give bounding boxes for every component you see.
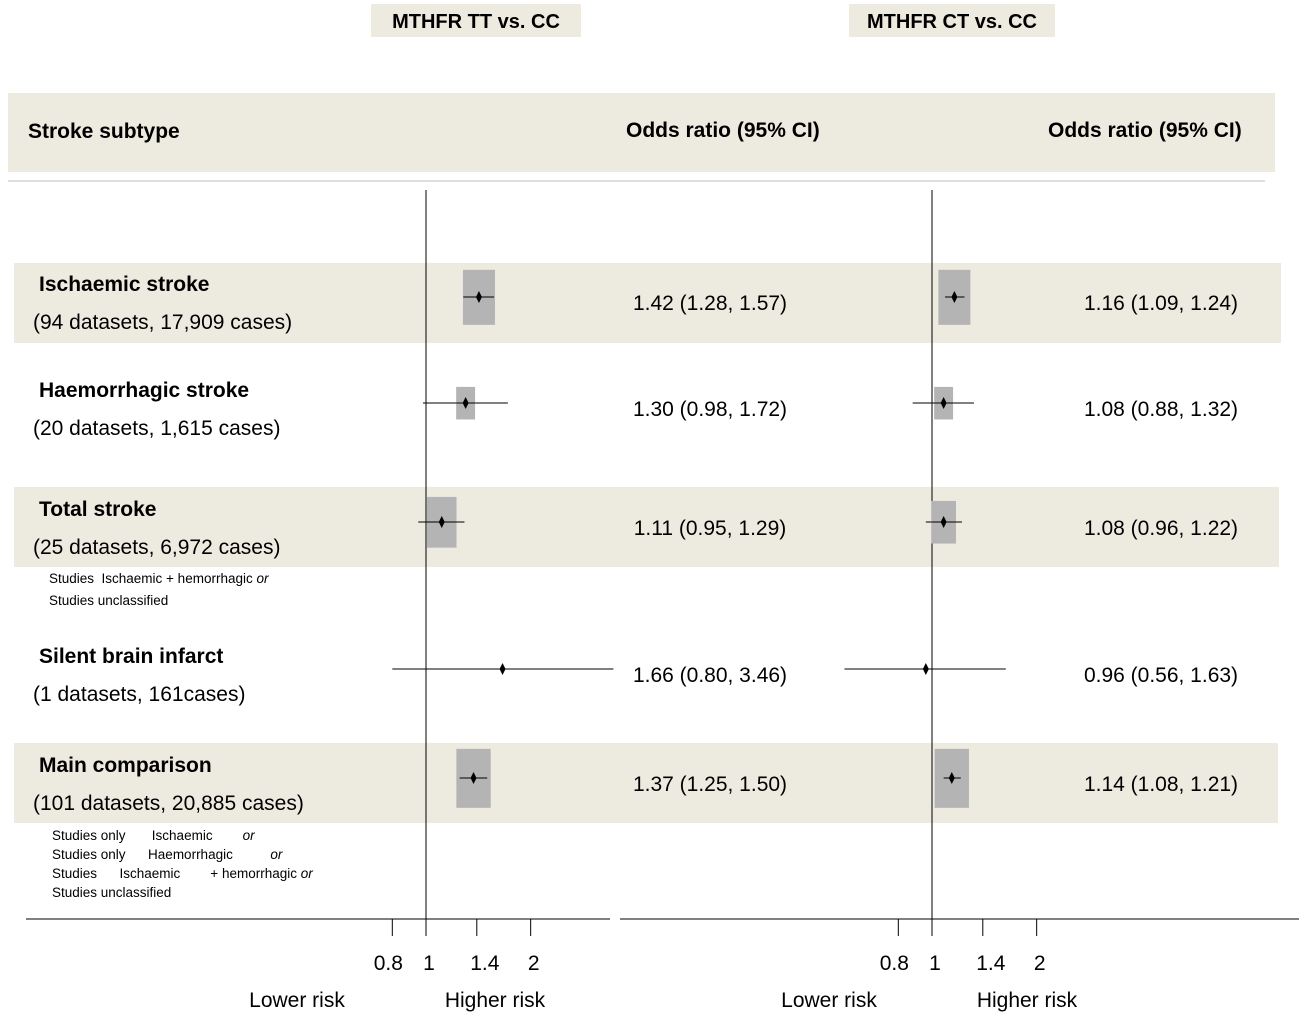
row-note: Studies Ischaemic + hemorrhagic or: [52, 866, 313, 881]
forest-row-1-0: 1.16 (1.09, 1.24): [938, 269, 1238, 325]
higher-risk-label: Higher risk: [445, 989, 546, 1012]
row-note-segment: Studies only Ischaemic: [52, 828, 243, 843]
point-estimate: [438, 516, 445, 528]
row-note-segment: Studies unclassified: [49, 593, 168, 608]
point-estimate: [951, 291, 958, 303]
forest-row-1-2: 1.08 (0.96, 1.22): [925, 500, 1238, 544]
x-tick-label: 1: [929, 952, 941, 975]
header-subtype-label: Stroke subtype: [28, 120, 180, 143]
row-note: Studies unclassified: [49, 593, 168, 608]
row-note-segment: Studies only Haemorrhagic: [52, 847, 270, 862]
row-note-segment: Studies unclassified: [52, 885, 171, 900]
header-or-label-ct: Odds ratio (95% CI): [1048, 119, 1242, 142]
row-note-segment: or: [256, 571, 269, 586]
row-detail: (20 datasets, 1,615 cases): [33, 417, 280, 440]
header-band: [8, 93, 1275, 172]
row-name: Total stroke: [39, 498, 156, 521]
forest-row-0-3: 1.66 (0.80, 3.46): [392, 663, 787, 687]
row-detail: (1 datasets, 161cases): [33, 683, 245, 706]
point-estimate: [940, 397, 947, 409]
or-value-text: 1.42 (1.28, 1.57): [633, 292, 787, 315]
x-tick-label: 1.4: [976, 952, 1006, 975]
row-detail: (25 datasets, 6,972 cases): [33, 536, 280, 559]
row-note: Studies unclassified: [52, 885, 171, 900]
row-note-segment: or: [243, 828, 256, 843]
row-labels: Ischaemic stroke (94 datasets, 17,909 cas…: [33, 273, 313, 900]
or-value-text: 1.08 (0.96, 1.22): [1084, 517, 1238, 540]
point-estimate: [948, 772, 955, 784]
row-name: Main comparison: [39, 754, 212, 777]
row-band: [14, 743, 1278, 823]
point-estimate: [462, 397, 469, 409]
or-value-text: 1.16 (1.09, 1.24): [1084, 292, 1238, 315]
higher-risk-label: Higher risk: [977, 989, 1078, 1012]
panel-title-tt: MTHFR TT vs. CC: [392, 11, 560, 33]
point-estimate: [475, 291, 482, 303]
row-note-segment: or: [270, 847, 283, 862]
row-bands: [14, 263, 1281, 823]
x-axes: 0.8 1 1.4 2 Lower risk Higher risk 0.8 1 1.4 2 Low…: [26, 918, 1299, 1012]
panel-title-ct: MTHFR CT vs. CC: [867, 11, 1037, 33]
row-note: Studies Ischaemic + hemorrhagic or: [49, 571, 269, 586]
or-value-text: 0.96 (0.56, 1.63): [1084, 664, 1238, 687]
lower-risk-label: Lower risk: [249, 989, 345, 1012]
or-value-text: 1.37 (1.25, 1.50): [633, 773, 787, 796]
or-value-text: 1.11 (0.95, 1.29): [634, 517, 787, 540]
x-tick-label: 2: [1034, 952, 1046, 975]
point-estimate: [940, 516, 947, 528]
point-estimate: [499, 663, 506, 675]
panel-title-bg-ct: [849, 4, 1055, 37]
row-band: [14, 263, 1281, 343]
forest-row-1-3: 0.96 (0.56, 1.63): [844, 663, 1238, 687]
x-tick-label: 1: [423, 952, 435, 975]
x-tick-label: 0.8: [374, 952, 403, 975]
row-name: Silent brain infarct: [39, 645, 223, 668]
row-note-segment: Studies Ischaemic + hemorrhagic: [52, 866, 301, 881]
forest-row-0-1: 1.30 (0.98, 1.72): [422, 386, 787, 421]
row-name: Haemorrhagic stroke: [39, 379, 249, 402]
or-value-text: 1.08 (0.88, 1.32): [1084, 398, 1238, 421]
row-note: Studies only Ischaemic or: [52, 828, 255, 843]
point-estimate: [470, 772, 477, 784]
header-or-label-tt: Odds ratio (95% CI): [626, 119, 820, 142]
row-detail: (94 datasets, 17,909 cases): [33, 311, 292, 334]
row-detail: (101 datasets, 20,885 cases): [33, 792, 304, 815]
row-note-segment: or: [301, 866, 314, 881]
forest-row-1-4: 1.14 (1.08, 1.21): [934, 748, 1238, 808]
row-note: Studies only Haemorrhagic or: [52, 847, 283, 862]
lower-risk-label: Lower risk: [781, 989, 877, 1012]
x-tick-label: 1.4: [470, 952, 500, 975]
or-value-text: 1.30 (0.98, 1.72): [633, 398, 787, 421]
forest-row-0-2: 1.11 (0.95, 1.29): [418, 496, 787, 548]
row-note-segment: Studies Ischaemic + hemorrhagic: [49, 571, 256, 586]
panel-title-bg-tt: [371, 4, 581, 37]
forest-row-0-0: 1.42 (1.28, 1.57): [462, 269, 787, 325]
row-band: [14, 487, 1279, 567]
row-name: Ischaemic stroke: [39, 273, 209, 296]
or-value-text: 1.14 (1.08, 1.21): [1084, 773, 1238, 796]
x-tick-label: 2: [528, 952, 540, 975]
forest-row-0-4: 1.37 (1.25, 1.50): [456, 748, 787, 808]
plot-area: 1.42 (1.28, 1.57) 1.30 (0.98, 1.72) 1.11 (…: [392, 190, 1238, 919]
point-estimate: [922, 663, 929, 675]
forest-row-1-1: 1.08 (0.88, 1.32): [912, 386, 1238, 421]
or-value-text: 1.66 (0.80, 3.46): [633, 664, 787, 687]
x-tick-label: 0.8: [880, 952, 909, 975]
